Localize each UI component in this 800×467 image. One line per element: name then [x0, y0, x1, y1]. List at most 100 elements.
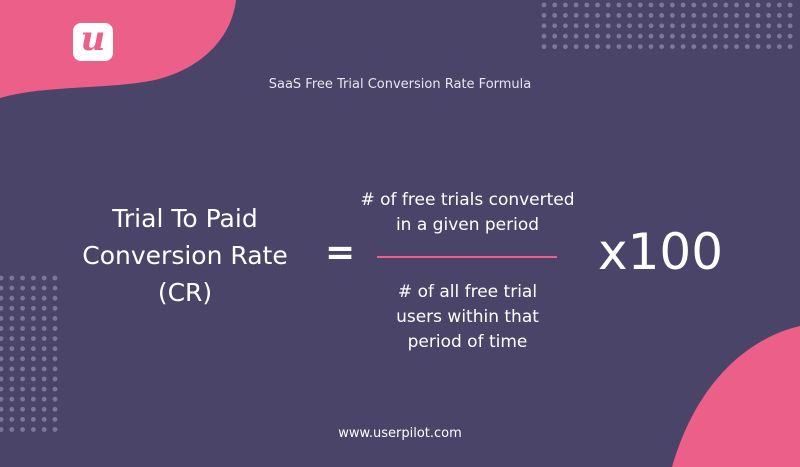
dot — [31, 356, 36, 362]
dot — [41, 285, 47, 291]
dot — [573, 2, 579, 8]
dot — [0, 386, 4, 392]
dot — [9, 285, 15, 291]
dot — [0, 316, 4, 321]
top-left-blob — [0, 0, 236, 98]
dot — [777, 44, 782, 49]
denominator: # of all free trial users within that pe… — [340, 280, 595, 355]
dot — [637, 13, 643, 18]
dot — [9, 406, 15, 412]
dot — [680, 13, 686, 18]
dot — [584, 33, 590, 39]
dot — [52, 295, 58, 301]
dot — [41, 356, 47, 362]
dot — [52, 427, 58, 432]
dot — [766, 33, 772, 39]
dot — [616, 13, 622, 18]
dot — [723, 44, 729, 49]
dot — [52, 356, 58, 362]
dot — [744, 2, 750, 8]
dot — [637, 23, 643, 29]
dot — [9, 316, 15, 321]
dot — [20, 406, 25, 412]
dot — [31, 396, 36, 402]
dot — [777, 13, 782, 18]
dot — [648, 23, 654, 29]
dot — [52, 326, 58, 331]
dot — [755, 23, 761, 29]
dot — [0, 305, 4, 311]
dot — [41, 427, 47, 432]
dot — [41, 346, 47, 352]
dot — [573, 23, 579, 29]
dot — [0, 285, 4, 291]
dot — [552, 2, 558, 8]
dot — [755, 33, 761, 39]
footer-url[interactable]: www.userpilot.com — [338, 426, 462, 441]
dot — [659, 2, 665, 8]
dot — [20, 285, 25, 291]
dot — [541, 23, 547, 29]
dot — [744, 23, 750, 29]
dot — [680, 2, 686, 8]
dot — [637, 33, 643, 39]
dot — [616, 44, 622, 49]
dot — [31, 316, 36, 321]
dot — [680, 33, 686, 39]
dot — [0, 356, 4, 362]
dot — [573, 13, 579, 18]
dot — [552, 33, 558, 39]
dot — [31, 305, 36, 311]
dot — [0, 326, 4, 331]
dot — [9, 396, 15, 402]
dot — [712, 2, 718, 8]
dot — [31, 346, 36, 352]
dot — [52, 275, 58, 281]
dot — [52, 285, 58, 291]
dot — [41, 316, 47, 321]
dot — [9, 336, 15, 341]
dot — [595, 2, 600, 8]
numerator-line: in a given period — [395, 215, 540, 235]
dot — [52, 396, 58, 402]
dot — [755, 13, 761, 18]
dot — [41, 417, 47, 422]
dot — [20, 326, 25, 331]
dot — [584, 2, 590, 8]
dot — [41, 336, 47, 341]
dot — [691, 33, 697, 39]
dot — [541, 44, 547, 49]
dot — [787, 2, 793, 8]
dot — [9, 417, 15, 422]
dot — [744, 44, 750, 49]
dot — [20, 376, 25, 382]
dot — [41, 396, 47, 402]
dot — [712, 33, 718, 39]
dot — [670, 44, 675, 49]
dot — [41, 406, 47, 412]
dot — [691, 23, 697, 29]
dot — [20, 316, 25, 321]
dot — [637, 44, 643, 49]
dot — [702, 23, 707, 29]
dot — [0, 295, 4, 301]
dot — [31, 275, 36, 281]
dot — [31, 336, 36, 341]
dot — [552, 44, 558, 49]
dot — [605, 44, 611, 49]
dot — [766, 2, 772, 8]
dot — [637, 2, 643, 8]
dot — [659, 23, 665, 29]
dot — [31, 376, 36, 382]
dot — [9, 376, 15, 382]
dot — [563, 23, 568, 29]
dot — [41, 386, 47, 392]
dot — [20, 346, 25, 352]
dot — [0, 275, 4, 281]
dot — [52, 316, 58, 321]
dot — [605, 23, 611, 29]
dot — [31, 366, 36, 372]
dot — [41, 376, 47, 382]
denominator-line: users within that — [396, 307, 539, 327]
dot — [659, 44, 665, 49]
